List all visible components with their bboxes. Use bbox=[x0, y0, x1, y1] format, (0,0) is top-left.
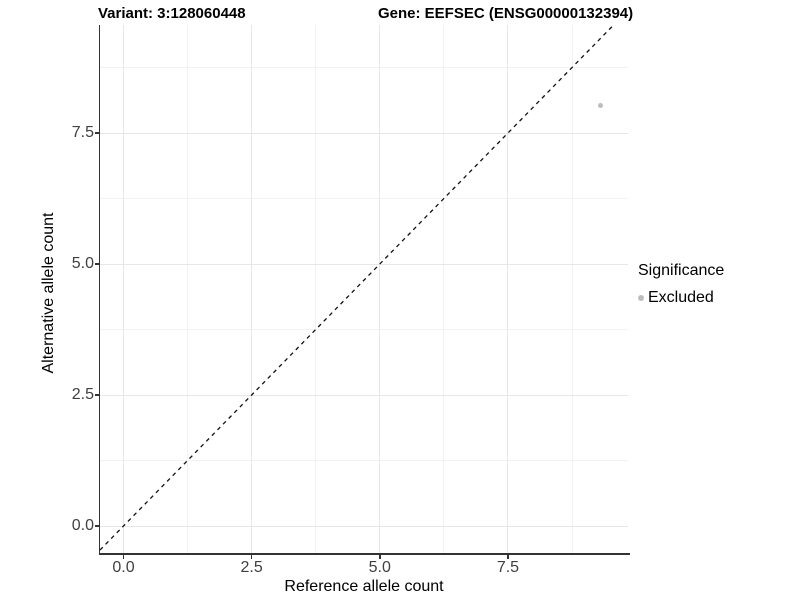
gridline-minor-horizontal bbox=[100, 460, 628, 461]
gridline-major-horizontal bbox=[100, 525, 628, 527]
legend-entry-label: Excluded bbox=[648, 289, 714, 306]
y-axis-title: Alternative allele count bbox=[40, 212, 57, 374]
gridline-major-horizontal bbox=[100, 132, 628, 134]
legend-entry-excluded: Excluded bbox=[638, 289, 724, 307]
gridline-minor-vertical bbox=[315, 25, 317, 553]
x-tick-mark bbox=[250, 554, 253, 559]
y-tick-label: 5.0 bbox=[71, 255, 94, 272]
legend: Significance Excluded bbox=[638, 262, 724, 307]
gridline-minor-horizontal bbox=[100, 198, 628, 199]
x-tick-label: 0.0 bbox=[112, 559, 135, 576]
gridline-minor-horizontal bbox=[100, 66, 628, 68]
plot-title-variant: Variant: 3:128060448 bbox=[98, 5, 246, 22]
x-axis-title: Reference allele count bbox=[284, 578, 444, 595]
x-tick-label: 2.5 bbox=[240, 559, 263, 576]
x-tick-label: 5.0 bbox=[368, 559, 391, 576]
y-tick-mark bbox=[94, 394, 99, 396]
gridline-minor-vertical bbox=[443, 25, 445, 553]
data-point bbox=[598, 103, 604, 109]
gridline-major-horizontal bbox=[100, 263, 628, 265]
y-tick-label: 2.5 bbox=[71, 386, 94, 403]
gridline-major-vertical bbox=[251, 25, 253, 553]
gridline-major-vertical bbox=[122, 25, 124, 553]
legend-title: Significance bbox=[638, 262, 725, 279]
x-tick-mark bbox=[379, 554, 381, 559]
plot-title-gene: Gene: EEFSEC (ENSG00000132394) bbox=[378, 5, 634, 22]
y-tick-mark bbox=[94, 525, 99, 527]
identity-line bbox=[99, 24, 615, 551]
y-tick-label: 0.0 bbox=[71, 517, 94, 534]
gridline-major-vertical bbox=[379, 25, 381, 553]
y-tick-mark bbox=[94, 263, 99, 265]
gridline-minor-horizontal bbox=[100, 329, 628, 330]
y-tick-label: 7.5 bbox=[71, 124, 94, 141]
y-tick-mark bbox=[94, 132, 99, 134]
plot-panel bbox=[99, 24, 628, 553]
y-axis-line bbox=[98, 25, 100, 555]
gridline-major-horizontal bbox=[100, 394, 628, 396]
x-tick-mark bbox=[507, 554, 509, 559]
x-tick-mark bbox=[122, 554, 125, 559]
gridline-major-vertical bbox=[507, 25, 509, 553]
x-tick-label: 7.5 bbox=[496, 559, 520, 576]
legend-point-icon bbox=[638, 295, 644, 301]
gridline-minor-vertical bbox=[571, 25, 573, 553]
gridline-minor-vertical bbox=[187, 25, 189, 553]
x-axis-line bbox=[98, 553, 630, 555]
